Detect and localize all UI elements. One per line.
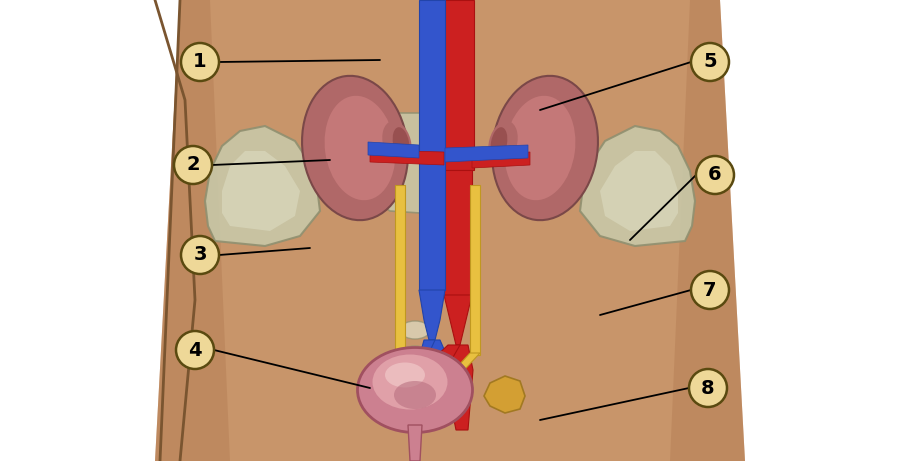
Polygon shape [422, 340, 462, 420]
Text: 5: 5 [703, 53, 716, 71]
Ellipse shape [385, 362, 425, 388]
Circle shape [691, 43, 729, 81]
Polygon shape [445, 145, 528, 162]
Ellipse shape [505, 96, 575, 200]
Text: 1: 1 [194, 53, 207, 71]
Circle shape [174, 146, 212, 184]
Circle shape [691, 271, 729, 309]
Polygon shape [600, 151, 678, 231]
Polygon shape [374, 376, 415, 413]
Ellipse shape [489, 121, 518, 165]
Ellipse shape [400, 366, 430, 384]
Text: 4: 4 [188, 341, 202, 360]
Text: 6: 6 [708, 165, 722, 184]
Ellipse shape [357, 348, 472, 432]
Ellipse shape [400, 321, 430, 339]
Ellipse shape [394, 381, 436, 409]
Polygon shape [395, 185, 405, 360]
Polygon shape [408, 425, 422, 461]
Polygon shape [155, 0, 230, 461]
Ellipse shape [400, 346, 430, 364]
Ellipse shape [302, 76, 408, 220]
Text: 8: 8 [701, 378, 715, 397]
Polygon shape [484, 376, 525, 413]
Polygon shape [368, 142, 419, 158]
Polygon shape [155, 0, 745, 461]
Circle shape [689, 369, 727, 407]
Polygon shape [408, 345, 460, 430]
Polygon shape [472, 152, 530, 168]
Circle shape [176, 331, 214, 369]
Polygon shape [448, 345, 473, 430]
Ellipse shape [373, 355, 447, 409]
Ellipse shape [375, 383, 455, 418]
Circle shape [181, 236, 219, 274]
Polygon shape [670, 0, 745, 461]
Ellipse shape [382, 121, 411, 165]
Polygon shape [422, 353, 480, 405]
Ellipse shape [491, 127, 508, 159]
Text: 7: 7 [703, 280, 716, 300]
Polygon shape [222, 151, 300, 231]
Polygon shape [442, 0, 474, 170]
Polygon shape [370, 113, 455, 213]
Polygon shape [390, 340, 435, 420]
Ellipse shape [325, 96, 395, 200]
Text: 3: 3 [194, 246, 207, 265]
Polygon shape [395, 358, 415, 405]
Circle shape [696, 156, 734, 194]
Circle shape [181, 43, 219, 81]
Polygon shape [419, 0, 445, 290]
Text: 2: 2 [186, 155, 200, 175]
Polygon shape [419, 290, 445, 340]
Polygon shape [370, 150, 444, 165]
Ellipse shape [492, 76, 598, 220]
Ellipse shape [392, 127, 410, 159]
Polygon shape [205, 126, 320, 246]
Polygon shape [580, 126, 695, 246]
Polygon shape [444, 170, 472, 295]
Polygon shape [470, 185, 480, 355]
Polygon shape [444, 295, 472, 345]
